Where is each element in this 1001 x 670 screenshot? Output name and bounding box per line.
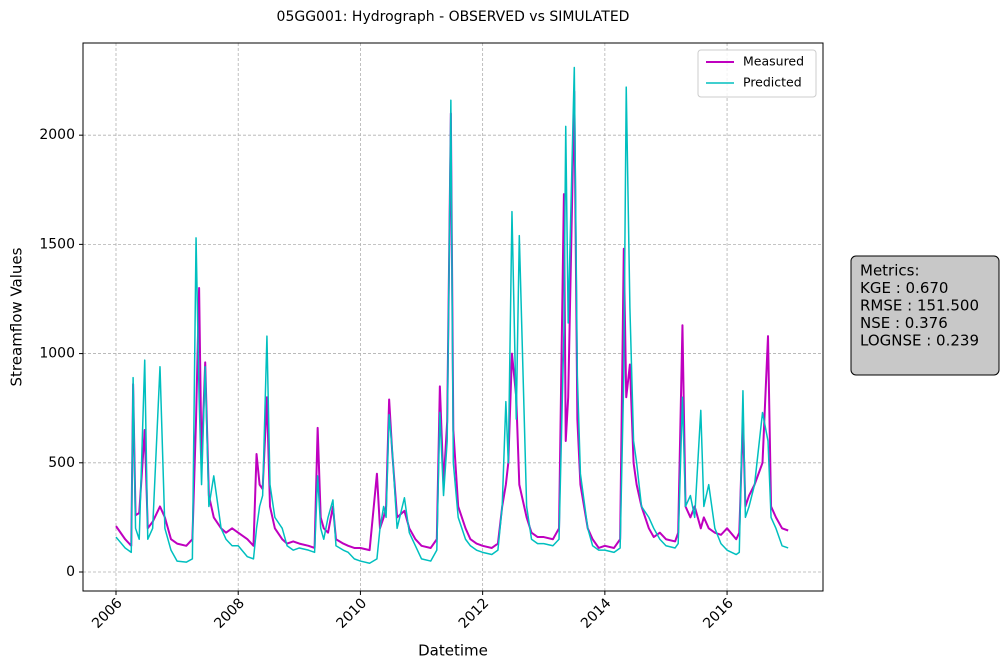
x-tick-label: 2006 (89, 595, 126, 632)
plot-frame (82, 42, 824, 592)
y-tick-label: 0 (66, 564, 75, 580)
x-tick-label: 2012 (456, 595, 493, 632)
data-line (115, 66, 789, 565)
legend-label: Predicted (743, 75, 802, 90)
x-axis-label: Datetime (418, 642, 488, 660)
x-tick-label: 2010 (334, 595, 371, 632)
metrics-text: NSE : 0.376 (860, 314, 948, 332)
metrics-text: Metrics: (860, 262, 920, 280)
x-tick-label: 2008 (211, 595, 248, 632)
metrics-box (850, 255, 1000, 376)
y-tick-label: 1000 (39, 346, 75, 362)
y-tick-label: 1500 (39, 236, 75, 252)
metrics-text: LOGNSE : 0.239 (860, 332, 979, 350)
legend-label: Measured (743, 54, 804, 69)
chart-title: 05GG001: Hydrograph - OBSERVED vs SIMULA… (277, 9, 630, 25)
y-tick-label: 500 (48, 455, 75, 471)
y-axis-label: Streamflow Values (8, 247, 26, 386)
x-tick-label: 2014 (578, 595, 615, 632)
metrics-text: KGE : 0.670 (860, 279, 948, 297)
x-tick-label: 2016 (700, 595, 737, 632)
y-tick-label: 2000 (39, 127, 75, 143)
metrics-text: RMSE : 151.500 (860, 297, 979, 315)
